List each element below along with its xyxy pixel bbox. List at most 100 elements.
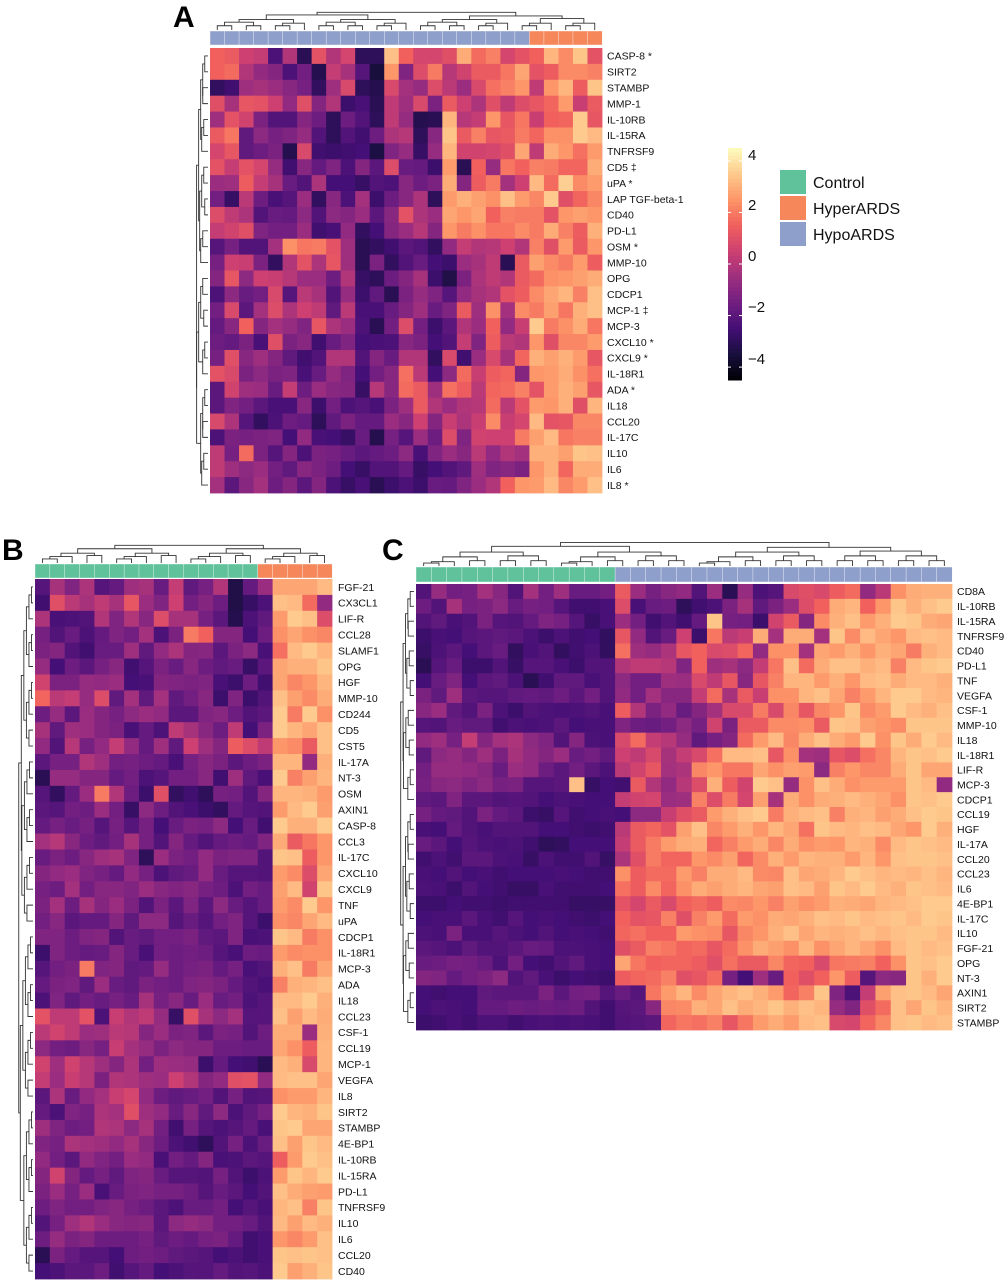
panel-b-group-cell — [272, 563, 288, 579]
panel-b-heatmap-cell — [257, 594, 273, 612]
panel-a-heatmap-cell — [311, 191, 327, 208]
panel-c-heatmap-cell — [890, 688, 907, 704]
panel-a-heatmap-cell — [442, 238, 458, 256]
panel-c-heatmap-cell — [875, 702, 892, 719]
panel-b-heatmap-cell — [94, 1104, 110, 1121]
panel-a-heatmap-cell — [268, 111, 283, 128]
color-scale-segment — [728, 240, 742, 246]
panel-c-heatmap-cell — [615, 940, 631, 957]
panel-b-heatmap-cell — [302, 674, 318, 691]
panel-a-heatmap-cell — [442, 127, 458, 144]
panel-b-heatmap-cell — [49, 1135, 66, 1153]
panel-c-heatmap-cell — [553, 598, 570, 615]
panel-c-heatmap-cell — [906, 747, 922, 763]
panel-c-heatmap-cell — [569, 821, 585, 838]
panel-b-heatmap-cell — [168, 849, 184, 866]
panel-c-heatmap-cell — [569, 881, 585, 897]
panel-a-heatmap-cell — [210, 397, 225, 414]
panel-a-heatmap-cell — [355, 302, 371, 319]
panel-a-heatmap-cell — [224, 95, 240, 112]
panel-c-heatmap-cell — [630, 970, 647, 986]
panel-c-heatmap-cell — [860, 1015, 876, 1031]
panel-a-heatmap-cell — [210, 48, 225, 65]
panel-c-group-cell — [936, 566, 953, 583]
panel-a-heatmap-cell — [340, 111, 356, 128]
panel-b-heatmap-cell — [168, 1088, 184, 1105]
panel-c-heatmap-cell — [676, 747, 693, 763]
panel-b-heatmap-cell — [242, 1183, 259, 1200]
panel-b-heatmap-cell — [257, 801, 273, 819]
panel-a-heatmap-cell — [398, 445, 414, 462]
panel-b-heatmap-cell — [49, 1119, 66, 1137]
panel-c-heatmap-cell — [569, 1000, 585, 1016]
panel-c-heatmap-cell — [936, 762, 953, 778]
color-scale-segment — [728, 233, 742, 238]
panel-a-heatmap-cell — [471, 191, 487, 208]
panel-a-heatmap-cell — [529, 175, 545, 192]
panel-b-heatmap-cell — [317, 1040, 333, 1057]
panel-a-heatmap-cell — [413, 318, 429, 335]
panel-b-heatmap-cell — [302, 706, 318, 723]
panel-b-heatmap-cell — [242, 1008, 259, 1025]
panel-c-heatmap-cell — [875, 658, 892, 674]
panel-a-heatmap-cell — [398, 143, 414, 160]
panel-b-heatmap-cell — [183, 1024, 199, 1041]
panel-a-heatmap-cell — [572, 429, 588, 446]
panel-a-heatmap-cell — [282, 286, 298, 303]
panel-b-group-cell — [109, 563, 125, 579]
panel-c-row-label: IL-15RA — [957, 616, 996, 628]
panel-a-heatmap-cell — [326, 159, 342, 176]
panel-c-heatmap-cell — [737, 613, 754, 629]
panel-a-heatmap-cell — [514, 334, 530, 351]
panel-b-heatmap-cell — [168, 1072, 184, 1089]
panel-a-heatmap-cell — [427, 429, 443, 446]
panel-b-heatmap-cell — [94, 1199, 110, 1216]
panel-a-heatmap-cell — [384, 143, 400, 160]
panel-c-heatmap-cell — [829, 732, 846, 748]
panel-a-heatmap-cell — [253, 318, 269, 335]
panel-a-heatmap-cell — [239, 95, 254, 112]
panel-c-heatmap-cell — [768, 955, 784, 971]
panel-c-heatmap-cell — [645, 688, 662, 704]
panel-c-heatmap-cell — [492, 985, 509, 1001]
panel-b-heatmap-cell — [198, 642, 214, 659]
panel-c-heatmap-cell — [416, 821, 432, 838]
panel-a-heatmap-cell — [543, 111, 559, 128]
panel-a-heatmap-cell — [224, 159, 240, 176]
panel-b-heatmap-cell — [109, 976, 125, 994]
panel-c-heatmap-cell — [829, 762, 846, 778]
panel-c-heatmap-cell — [921, 762, 938, 778]
panel-b-heatmap-cell — [198, 992, 214, 1009]
panel-c-heatmap-cell — [492, 970, 509, 986]
panel-c-heatmap-cell — [431, 940, 448, 957]
panel-b-heatmap-cell — [302, 865, 318, 882]
panel-a-heatmap-cell — [369, 143, 385, 160]
panel-a-heatmap-cell — [572, 95, 588, 112]
panel-c-heatmap-cell — [921, 1000, 938, 1016]
panel-b-heatmap-cell — [317, 913, 333, 930]
panel-c-heatmap-cell — [584, 702, 601, 719]
panel-b-heatmap-cell — [242, 1104, 259, 1121]
panel-c-heatmap-cell — [676, 911, 693, 927]
panel-a-heatmap-cell — [485, 95, 501, 112]
panel-b-heatmap-cell — [287, 1167, 303, 1184]
panel-c-heatmap-cell — [630, 747, 647, 763]
panel-a-heatmap-cell — [355, 397, 371, 414]
panel-b-heatmap-cell — [302, 1088, 318, 1105]
panel-c-heatmap-cell — [507, 821, 524, 838]
panel-b-heatmap-cell — [138, 865, 155, 882]
panel-b-heatmap-cell — [124, 785, 140, 803]
panel-c-heatmap-cell — [569, 762, 585, 778]
panel-b-heatmap-cell — [317, 960, 333, 978]
panel-a-heatmap-cell — [239, 63, 254, 81]
panel-c-heatmap-cell — [706, 702, 723, 719]
panel-c-heatmap-cell — [691, 792, 708, 808]
panel-c-heatmap-cell — [538, 598, 555, 615]
panel-b-heatmap-cell — [153, 594, 170, 612]
panel-b-heatmap-cell — [49, 1231, 66, 1248]
panel-c-heatmap-cell — [645, 747, 662, 763]
panel-a-heatmap-cell — [239, 413, 254, 430]
panel-b-heatmap-cell — [272, 1151, 288, 1169]
panel-b-heatmap-cell — [228, 1231, 244, 1248]
panel-a-heatmap-cell — [500, 48, 516, 65]
